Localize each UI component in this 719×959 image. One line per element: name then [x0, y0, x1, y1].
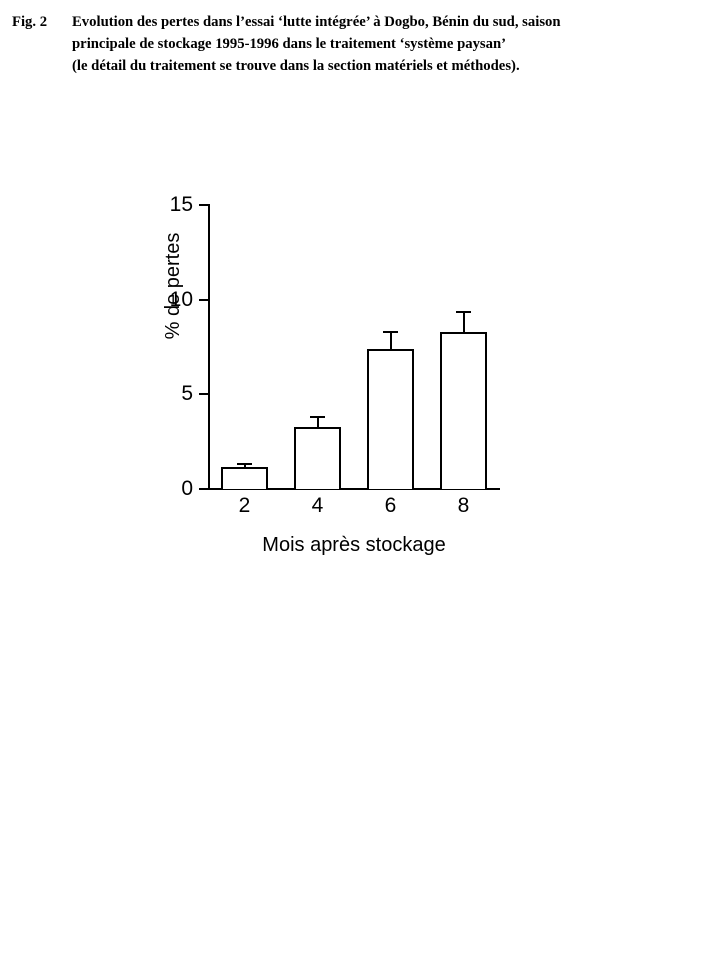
- error-bar-stem-month-8: [462, 311, 465, 332]
- y-axis-title: % de pertes: [162, 232, 184, 340]
- y-tick-5: [199, 393, 208, 396]
- error-bar-cap-month-4: [310, 416, 325, 419]
- caption-line-2: principale de stockage 1995-1996 dans le…: [72, 36, 507, 52]
- x-tick-label-4: 4: [311, 494, 324, 517]
- caption-line-3: (le détail du traitement se trouve dans …: [72, 58, 520, 74]
- y-tick-label-wrap: 0: [149, 478, 193, 499]
- y-axis-line: [208, 204, 210, 490]
- x-axis-line: [208, 488, 500, 490]
- y-tick-label-5: 5: [181, 382, 193, 406]
- y-tick-label-wrap: 5: [149, 383, 193, 404]
- figure-number-label: Fig. 2: [12, 14, 48, 30]
- y-tick-label-10: 10: [169, 287, 193, 311]
- y-tick-0: [199, 488, 208, 490]
- y-tick-label-wrap: 10: [149, 289, 193, 310]
- y-tick-10: [199, 298, 208, 301]
- x-axis-title: Mois après stockage: [262, 534, 446, 556]
- error-bar-stem-month-4: [316, 416, 319, 428]
- x-tick-label-2: 2: [238, 494, 251, 517]
- bar-month-6: [367, 348, 414, 489]
- error-bar-cap-month-2: [237, 463, 252, 466]
- caption-line-1: Evolution des pertes dans l’essai ‘lutte…: [72, 14, 561, 30]
- y-tick-label-15: 15: [169, 193, 193, 216]
- error-bar-cap-month-8: [456, 311, 471, 314]
- y-tick-label-wrap: 15: [149, 194, 193, 215]
- x-tick-label-6: 6: [384, 494, 397, 517]
- bar-month-8: [440, 331, 487, 489]
- y-tick-label-0: 0: [181, 477, 193, 500]
- error-bar-stem-month-6: [389, 330, 392, 349]
- bar-month-2: [221, 467, 268, 489]
- error-bar-cap-month-6: [383, 330, 398, 333]
- figure-caption-body: Evolution des pertes dans l’essai ‘lutte…: [72, 11, 707, 77]
- bar-month-4: [294, 427, 341, 489]
- x-tick-label-8: 8: [457, 494, 470, 517]
- y-tick-15: [199, 204, 208, 206]
- figure-caption: Fig. 2 Evolution des pertes dans l’essai…: [12, 11, 707, 77]
